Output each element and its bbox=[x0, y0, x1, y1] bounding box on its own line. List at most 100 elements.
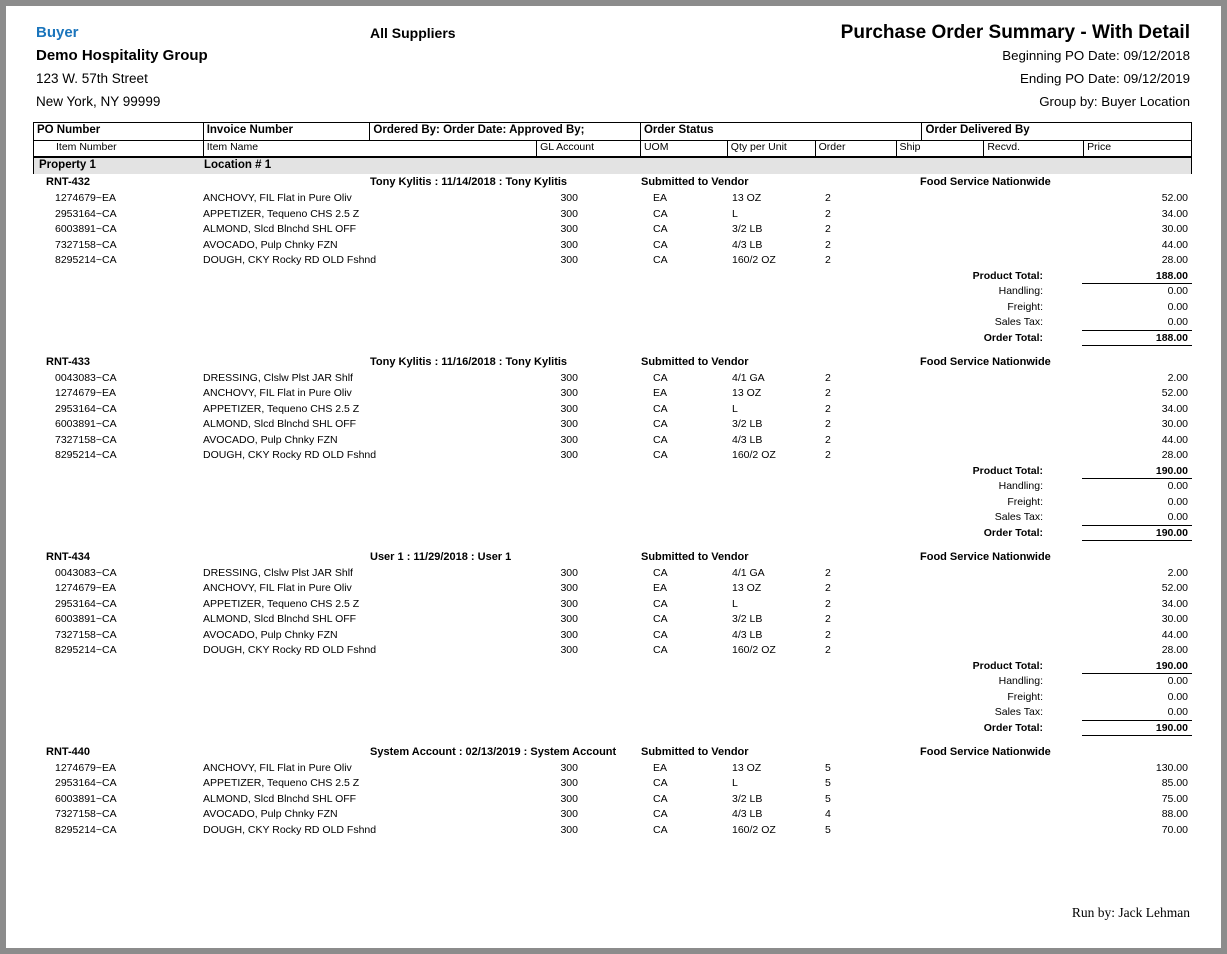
table-header: PO Number Invoice Number Ordered By: Ord… bbox=[33, 122, 1192, 174]
price-cell: 44.00 bbox=[1161, 628, 1188, 641]
col-ship: Ship bbox=[897, 141, 985, 156]
item-name-cell: AVOCADO, Pulp Chnky FZN bbox=[203, 433, 338, 446]
item-number-cell: 2953164~CA bbox=[55, 597, 117, 610]
total-row-handling: Handling: 0.00 bbox=[33, 674, 1192, 690]
qty-per-unit-cell: 3/2 LB bbox=[732, 418, 763, 430]
uom-cell: EA bbox=[653, 761, 668, 774]
item-row: 2953164~CA APPETIZER, Tequeno CHS 2.5 Z 30… bbox=[33, 402, 1192, 418]
order-qty-cell: 5 bbox=[825, 823, 831, 836]
item-name-cell: DOUGH, CKY Rocky RD OLD Fshnd bbox=[203, 644, 377, 656]
gl-account-cell: 300 bbox=[560, 449, 578, 461]
order-qty-cell: 2 bbox=[825, 387, 831, 399]
uom-cell: CA bbox=[653, 433, 668, 446]
col-order-delivered-by: Order Delivered By bbox=[925, 124, 1030, 136]
qty-per-unit-cell: 3/2 LB bbox=[732, 223, 763, 235]
uom-cell: CA bbox=[653, 254, 668, 266]
item-number-cell: 1274679~EA bbox=[55, 387, 117, 399]
total-row-freight: Freight: 0.00 bbox=[33, 690, 1192, 706]
col-invoice-number: Invoice Number bbox=[204, 123, 371, 140]
item-name-cell: ALMOND, Slcd Blnchd SHL OFF bbox=[203, 223, 357, 235]
total-row-product-total: Product Total: 190.00 bbox=[33, 659, 1192, 674]
col-po-number: PO Number bbox=[34, 123, 204, 140]
item-name-cell: ALMOND, Slcd Blnchd SHL OFF bbox=[203, 792, 357, 805]
price-cell: 2.00 bbox=[1167, 371, 1188, 384]
order-qty-cell: 2 bbox=[825, 613, 831, 625]
buyer-address-line2: New York, NY 99999 bbox=[36, 94, 161, 109]
price-cell: 34.00 bbox=[1161, 207, 1188, 220]
price-cell: 30.00 bbox=[1161, 418, 1188, 430]
order-section: RNT-440 System Account : 02/13/2019 : Sys… bbox=[33, 745, 1192, 839]
gl-account-cell: 300 bbox=[560, 387, 578, 399]
total-label: Freight: bbox=[1007, 300, 1043, 313]
order-qty-cell: 2 bbox=[825, 449, 831, 461]
buyer-block: Buyer Demo Hospitality Group 123 W. 57th… bbox=[36, 21, 208, 113]
order-delivered-by-value: Food Service Nationwide bbox=[920, 176, 1051, 188]
totals-rule bbox=[1082, 329, 1192, 331]
gl-account-cell: 300 bbox=[560, 254, 578, 266]
total-row-sales-tax: Sales Tax: 0.00 bbox=[33, 705, 1192, 721]
item-row: 8295214~CA DOUGH, CKY Rocky RD OLD Fshnd 3… bbox=[33, 823, 1192, 839]
qty-per-unit-cell: 3/2 LB bbox=[732, 792, 763, 805]
order-header-row: RNT-434 User 1 : 11/29/2018 : User 1 Submi… bbox=[33, 550, 1192, 566]
item-row: 8295214~CA DOUGH, CKY Rocky RD OLD Fshnd 3… bbox=[33, 253, 1192, 269]
totals-rule bbox=[1082, 345, 1192, 346]
qty-per-unit-cell: 4/3 LB bbox=[732, 238, 763, 251]
group-by: Group by: Buyer Location bbox=[1039, 94, 1190, 109]
uom-cell: CA bbox=[653, 449, 668, 461]
suppliers-scope: All Suppliers bbox=[370, 25, 456, 41]
po-number: RNT-440 bbox=[46, 745, 91, 758]
ordered-by-value: Tony Kylitis : 11/14/2018 : Tony Kylitis bbox=[370, 176, 568, 188]
price-cell: 130.00 bbox=[1155, 761, 1188, 774]
total-label: Freight: bbox=[1007, 690, 1043, 703]
item-name-cell: ANCHOVY, FIL Flat in Pure Oliv bbox=[203, 387, 352, 399]
item-name-cell: ALMOND, Slcd Blnchd SHL OFF bbox=[203, 613, 357, 625]
qty-per-unit-cell: 4/3 LB bbox=[732, 433, 763, 446]
item-row: 1274679~EA ANCHOVY, FIL Flat in Pure Oliv… bbox=[33, 386, 1192, 402]
col-order: Order bbox=[816, 141, 897, 156]
order-qty-cell: 2 bbox=[825, 433, 831, 446]
ending-po-date: Ending PO Date: 09/12/2019 bbox=[1019, 71, 1190, 86]
uom-cell: CA bbox=[653, 238, 668, 251]
item-number-cell: 7327158~CA bbox=[55, 808, 117, 820]
item-number-cell: 6003891~CA bbox=[55, 223, 117, 235]
table-header-row1: PO Number Invoice Number Ordered By: Ord… bbox=[34, 123, 1191, 141]
order-section: RNT-433 Tony Kylitis : 11/16/2018 : Tony … bbox=[33, 355, 1192, 541]
item-number-cell: 8295214~CA bbox=[55, 823, 117, 836]
total-label: Sales Tax: bbox=[994, 511, 1043, 523]
item-name-cell: ANCHOVY, FIL Flat in Pure Oliv bbox=[203, 192, 352, 204]
order-qty-cell: 4 bbox=[825, 808, 831, 820]
order-qty-cell: 2 bbox=[825, 644, 831, 656]
item-name-cell: APPETIZER, Tequeno CHS 2.5 Z bbox=[203, 402, 360, 415]
item-number-cell: 2953164~CA bbox=[55, 402, 117, 415]
uom-cell: CA bbox=[653, 808, 668, 820]
total-value: 0.00 bbox=[1167, 300, 1188, 313]
item-row: 1274679~EA ANCHOVY, FIL Flat in Pure Oliv… bbox=[33, 191, 1192, 207]
item-number-cell: 8295214~CA bbox=[55, 644, 117, 656]
buyer-name: Demo Hospitality Group bbox=[36, 47, 208, 64]
item-number-cell: 1274679~EA bbox=[55, 761, 117, 774]
col-gl-account: GL Account bbox=[537, 141, 641, 156]
price-cell: 44.00 bbox=[1161, 238, 1188, 251]
uom-cell: CA bbox=[653, 566, 668, 579]
item-row: 8295214~CA DOUGH, CKY Rocky RD OLD Fshnd 3… bbox=[33, 448, 1192, 464]
total-row-product-total: Product Total: 188.00 bbox=[33, 269, 1192, 284]
totals-rule bbox=[1082, 524, 1192, 526]
item-number-cell: 2953164~CA bbox=[55, 207, 117, 220]
price-cell: 70.00 bbox=[1161, 823, 1188, 836]
order-qty-cell: 2 bbox=[825, 628, 831, 641]
group-row: Property 1 Location # 1 bbox=[34, 158, 1191, 174]
uom-cell: CA bbox=[653, 418, 668, 430]
price-cell: 52.00 bbox=[1161, 582, 1188, 594]
col-price: Price bbox=[1087, 141, 1112, 153]
total-label: Product Total: bbox=[972, 269, 1043, 282]
item-name-cell: ANCHOVY, FIL Flat in Pure Oliv bbox=[203, 582, 352, 594]
item-number-cell: 8295214~CA bbox=[55, 254, 117, 266]
total-label: Freight: bbox=[1007, 495, 1043, 508]
qty-per-unit-cell: 4/1 GA bbox=[732, 566, 765, 579]
total-row-order-total: Order Total: 190.00 bbox=[33, 721, 1192, 736]
item-name-cell: AVOCADO, Pulp Chnky FZN bbox=[203, 628, 338, 641]
col-recvd: Recvd. bbox=[984, 141, 1085, 156]
totals-rule bbox=[1082, 719, 1192, 721]
price-cell: 28.00 bbox=[1161, 254, 1188, 266]
qty-per-unit-cell: 160/2 OZ bbox=[732, 449, 776, 461]
